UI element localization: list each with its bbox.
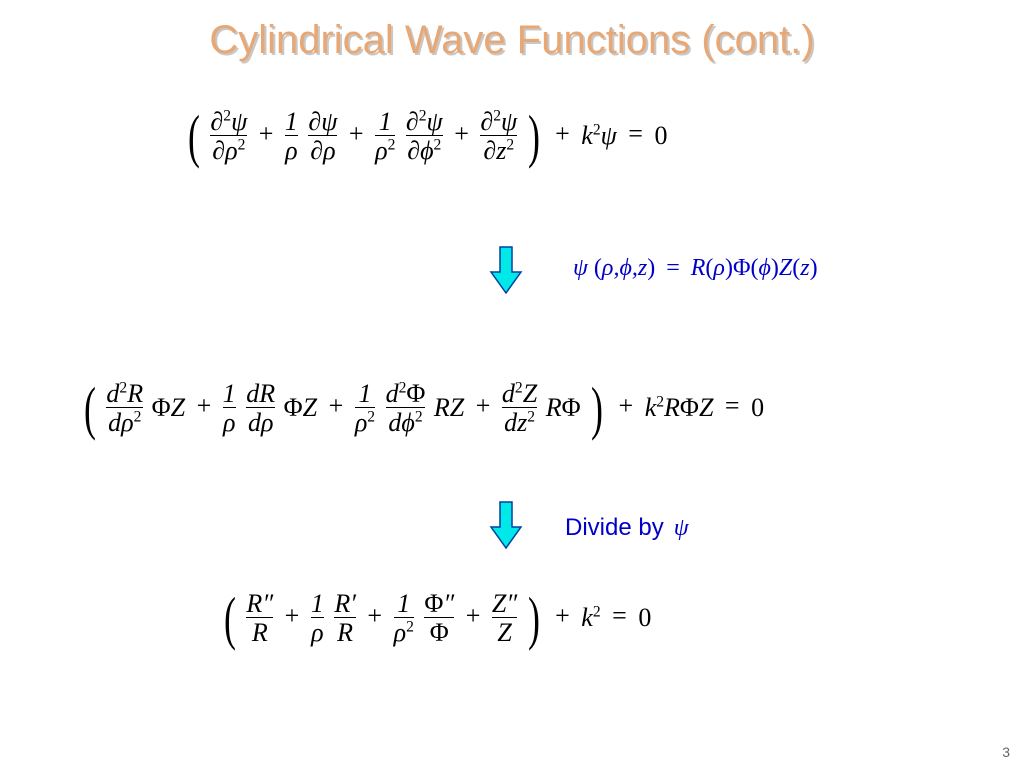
separation-of-variables: ψ (ρ,ϕ,z) = R(ρ)Φ(ϕ)Z(z) <box>573 255 818 282</box>
page-title: Cylindrical Wave Functions (cont.) <box>0 0 1024 63</box>
step-divide-label: Divide by ψ <box>565 514 689 542</box>
page-number: 3 <box>1002 744 1010 760</box>
equation-substituted: ( d2Rdρ2 ΦZ + 1ρ dRdρ ΦZ + 1ρ2 d2Φdϕ2 RZ… <box>80 380 764 437</box>
equation-helmholtz: ( ∂2ψ∂ρ2 + 1ρ ∂ψ∂ρ + 1ρ2 ∂2ψ∂ϕ2 + ∂2ψ∂z2… <box>184 108 667 165</box>
equation-divided: ( R″R + 1ρ R′R + 1ρ2 Φ″Φ + Z″Z ) + k2 = … <box>220 590 651 647</box>
arrow-down-icon <box>489 500 523 555</box>
arrow-down-icon <box>489 245 523 300</box>
